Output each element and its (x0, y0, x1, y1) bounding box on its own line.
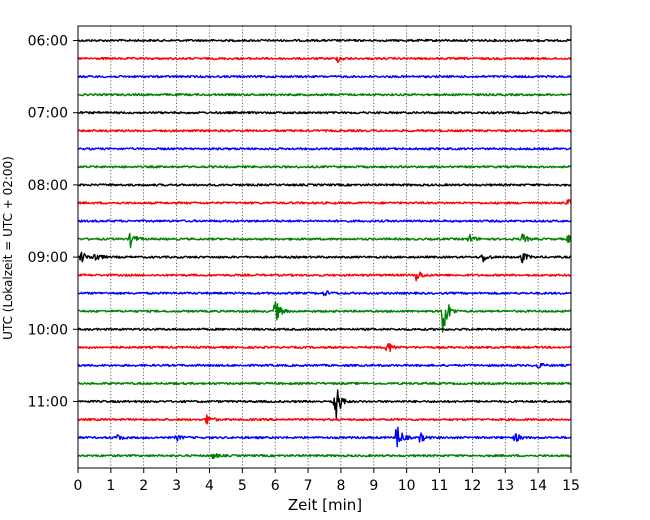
y-tick-label: 11:00 (28, 395, 68, 411)
y-axis-ticks: 06:00 07:00 08:00 09:00 10:00 11:00 (28, 34, 78, 411)
x-tick-label: 6 (271, 478, 280, 494)
seismic-trace (77, 56, 572, 63)
x-tick-label: 4 (205, 478, 214, 494)
x-tick-label: 2 (139, 478, 148, 494)
x-tick-label: 10 (398, 478, 416, 494)
seismic-trace (77, 301, 571, 333)
seismic-trace (77, 38, 572, 43)
seismic-trace (77, 290, 572, 297)
x-axis-label: Zeit [min] (288, 496, 362, 514)
y-tick-label: 09:00 (28, 250, 68, 266)
seismic-trace (77, 381, 572, 386)
grid-lines (110, 26, 539, 468)
x-tick-label: 7 (304, 478, 313, 494)
seismic-trace (77, 342, 572, 353)
seismic-trace (77, 129, 572, 133)
x-tick-label: 0 (74, 478, 83, 494)
seismic-trace (77, 92, 572, 97)
x-tick-label: 13 (496, 478, 514, 494)
y-tick-label: 06:00 (28, 34, 68, 50)
y-axis-label: UTC (Lokalzeit = UTC + 02:00) (1, 156, 15, 340)
seismic-trace (77, 389, 572, 419)
x-tick-label: 9 (369, 478, 378, 494)
x-tick-label: 11 (431, 478, 449, 494)
seismic-trace (77, 271, 572, 282)
y-tick-label: 08:00 (28, 178, 68, 194)
x-tick-label: 12 (463, 478, 481, 494)
x-tick-label: 14 (529, 478, 547, 494)
seismic-trace (77, 251, 572, 264)
seismic-trace (77, 219, 572, 223)
y-tick-label: 10:00 (28, 322, 68, 338)
seismic-trace (77, 327, 572, 331)
x-tick-label: 15 (562, 478, 580, 494)
x-tick-label: 5 (238, 478, 247, 494)
x-axis-ticks: 0 1 2 3 4 5 6 7 8 9 10 11 12 13 14 15 (74, 468, 580, 494)
seismic-trace (77, 232, 572, 249)
seismic-trace (77, 111, 572, 115)
seismic-trace (77, 362, 571, 369)
seismic-trace (77, 452, 572, 460)
seismic-trace (77, 414, 572, 425)
seismic-trace (77, 426, 572, 448)
x-tick-label: 3 (172, 478, 181, 494)
seismic-trace (77, 165, 572, 169)
seismic-traces (77, 38, 572, 460)
y-tick-label: 07:00 (28, 106, 68, 122)
seismic-trace (77, 147, 572, 151)
seismic-trace (77, 74, 572, 79)
seismic-trace (77, 198, 572, 205)
x-tick-label: 8 (336, 478, 345, 494)
x-tick-label: 1 (106, 478, 115, 494)
plot-frame (77, 25, 572, 469)
seismic-trace (77, 183, 572, 187)
